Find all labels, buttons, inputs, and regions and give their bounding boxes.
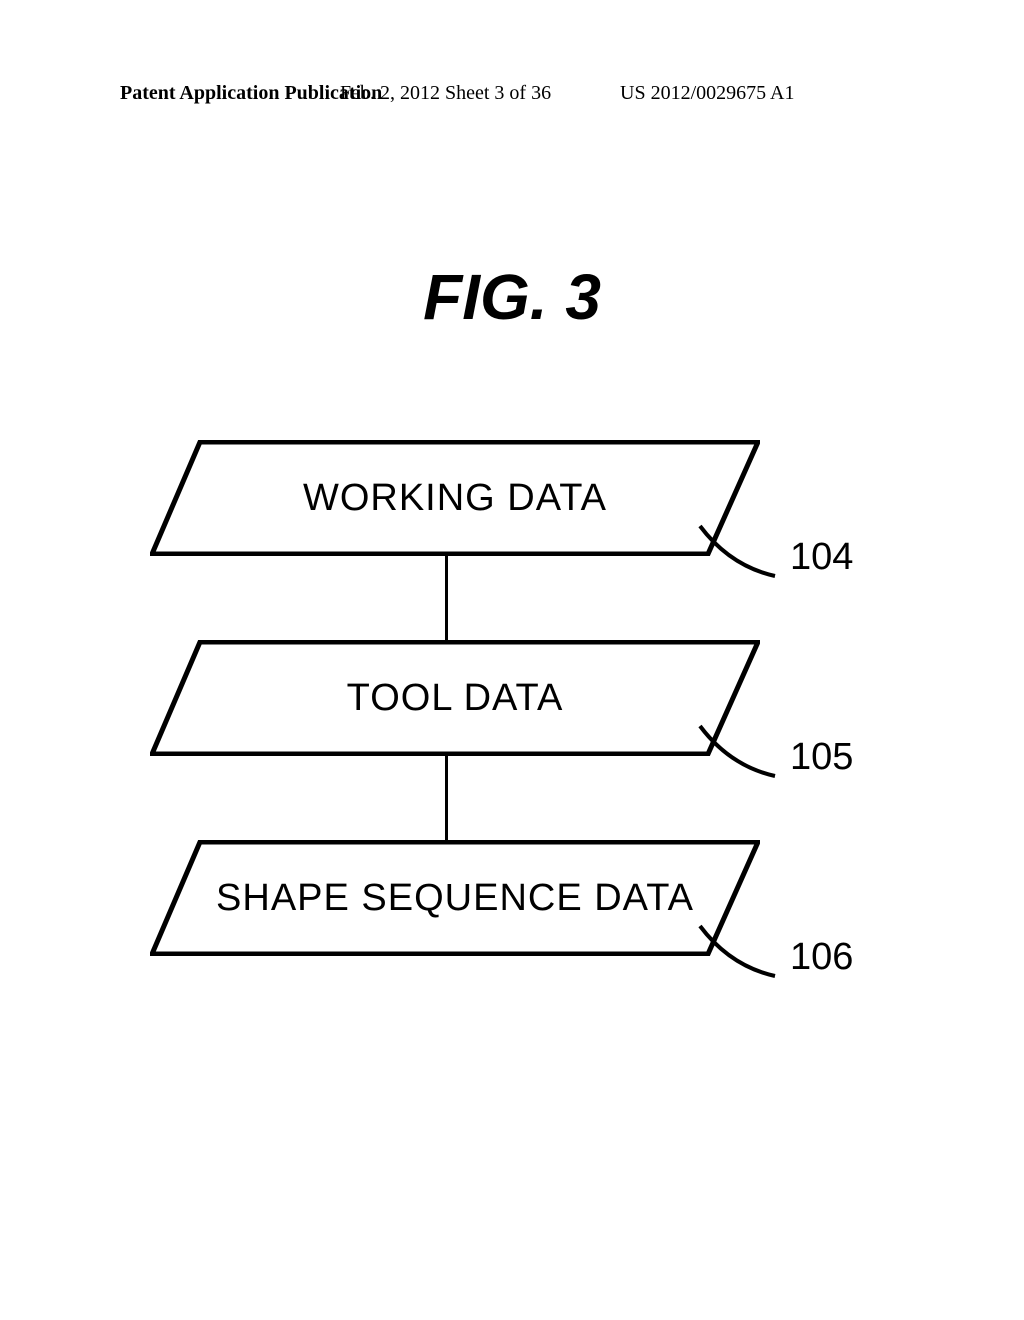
parallelogram-shape [150,440,760,556]
header-right: US 2012/0029675 A1 [620,82,794,105]
flowchart-node: TOOL DATA [150,640,760,756]
page-header: Patent Application Publication Feb. 2, 2… [0,82,1024,105]
parallelogram-shape [150,840,760,956]
flowchart-node: WORKING DATA [150,440,760,556]
header-center: Feb. 2, 2012 Sheet 3 of 36 [340,82,551,105]
flowchart-node: SHAPE SEQUENCE DATA [150,840,760,956]
flowchart-connector [445,556,448,640]
parallelogram-shape [150,640,760,756]
reference-number: 104 [790,536,853,579]
page: Patent Application Publication Feb. 2, 2… [0,0,1024,1320]
flowchart-connector [445,756,448,840]
reference-number: 106 [790,936,853,979]
reference-number: 105 [790,736,853,779]
figure-title: FIG. 3 [0,260,1024,334]
